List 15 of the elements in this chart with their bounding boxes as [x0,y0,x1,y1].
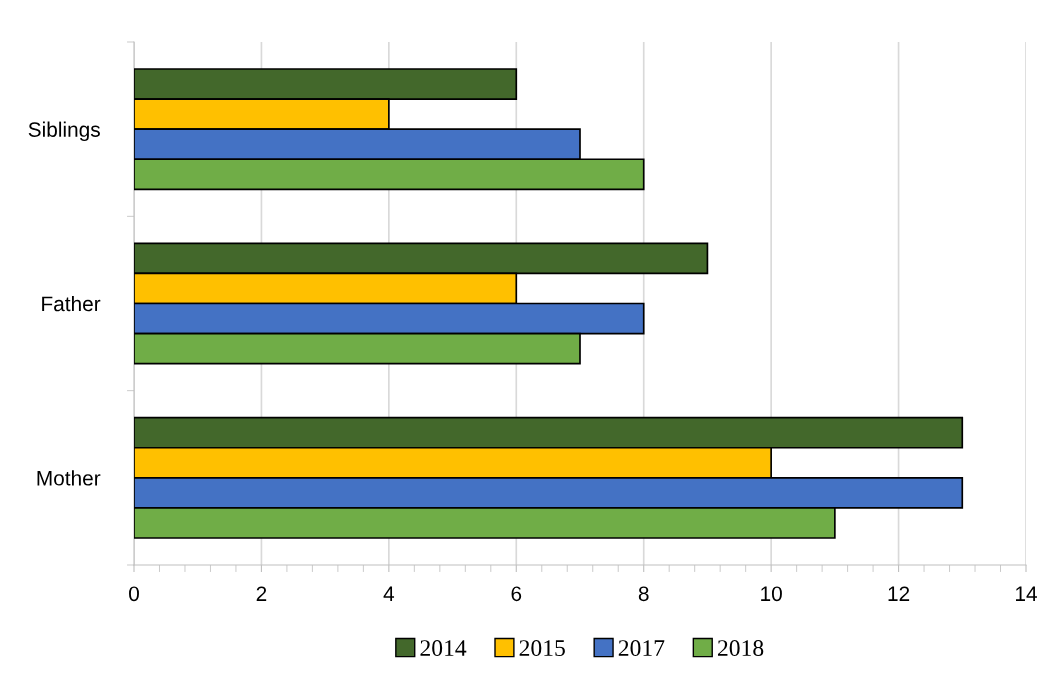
y-tick-label: Father [42,295,101,312]
y-tick-label: Siblings [28,121,100,142]
legend-label: 2017 [618,640,665,657]
x-tick-label: 4 [383,586,395,601]
legend-label: 2018 [717,640,764,657]
x-tick-label: 2 [256,586,267,601]
x-tick-label: 14 [1016,586,1037,601]
x-tick-label: 8 [638,586,649,602]
x-tick-label: 0 [129,586,139,602]
legend-label: 2015 [519,640,565,657]
legend-label: 2014 [420,640,467,657]
y-tick-label: Mother [37,470,101,486]
x-tick-label: 12 [888,586,910,601]
x-tick-label: 10 [761,586,782,602]
x-tick-label: 6 [511,586,522,602]
